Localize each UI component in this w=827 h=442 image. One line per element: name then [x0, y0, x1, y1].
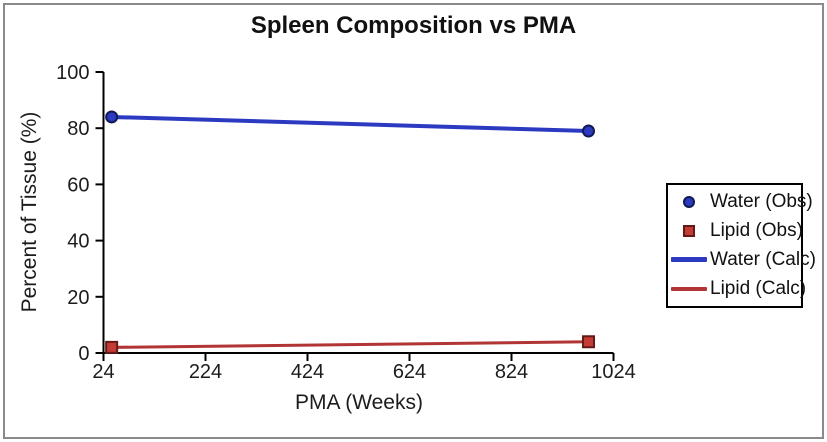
x-tick-label-624: 624 — [393, 361, 426, 383]
legend-label-lipid-calc: Lipid (Calc) — [710, 277, 807, 299]
y-tick-label-40: 40 — [67, 231, 89, 253]
y-tick-label-100: 100 — [56, 62, 89, 84]
water-calc-line-swatch-icon — [671, 257, 707, 263]
x-tick-label-424: 424 — [291, 361, 324, 383]
series-line-water-calc — [111, 114, 589, 134]
series-line-lipid-calc — [111, 340, 589, 349]
x-tick-label-24: 24 — [92, 361, 114, 383]
y-tick-label-80: 80 — [67, 118, 89, 140]
y-tick-label-20: 20 — [67, 287, 89, 309]
legend-label-water-obs: Water (Obs) — [710, 191, 813, 213]
y-tick-label-60: 60 — [67, 174, 89, 196]
x-tick-label-224: 224 — [189, 361, 222, 383]
legend-item-lipid-calc: Lipid (Calc) — [671, 276, 806, 302]
marker-water-obs — [105, 110, 119, 124]
marker-lipid-obs — [105, 340, 119, 354]
lipid-calc-line-swatch-icon — [671, 286, 707, 291]
x-tick-label-1024: 1024 — [591, 361, 636, 383]
chart-title: Spleen Composition vs PMA — [250, 12, 577, 39]
legend-label-lipid-obs: Lipid (Obs) — [710, 220, 803, 242]
y-axis-label: Percent of Tissue (%) — [18, 111, 41, 313]
legend-label-water-calc: Water (Calc) — [710, 248, 816, 270]
water-obs-circle-marker-icon — [671, 196, 707, 209]
legend-item-water-calc: Water (Calc) — [671, 247, 816, 273]
x-tick-label-824: 824 — [495, 361, 528, 383]
legend-item-water-obs: Water (Obs) — [671, 189, 813, 215]
y-tick-label-0: 0 — [78, 343, 89, 365]
lipid-obs-square-marker-icon — [671, 225, 707, 238]
marker-lipid-obs — [582, 335, 596, 349]
marker-water-obs — [582, 124, 596, 138]
x-axis-label: PMA (Weeks) — [295, 391, 423, 414]
legend-item-lipid-obs: Lipid (Obs) — [671, 218, 803, 244]
legend: Water (Obs) Lipid (Obs) Water (Calc) Lipid … — [666, 183, 816, 308]
axis-lines — [102, 72, 614, 354]
